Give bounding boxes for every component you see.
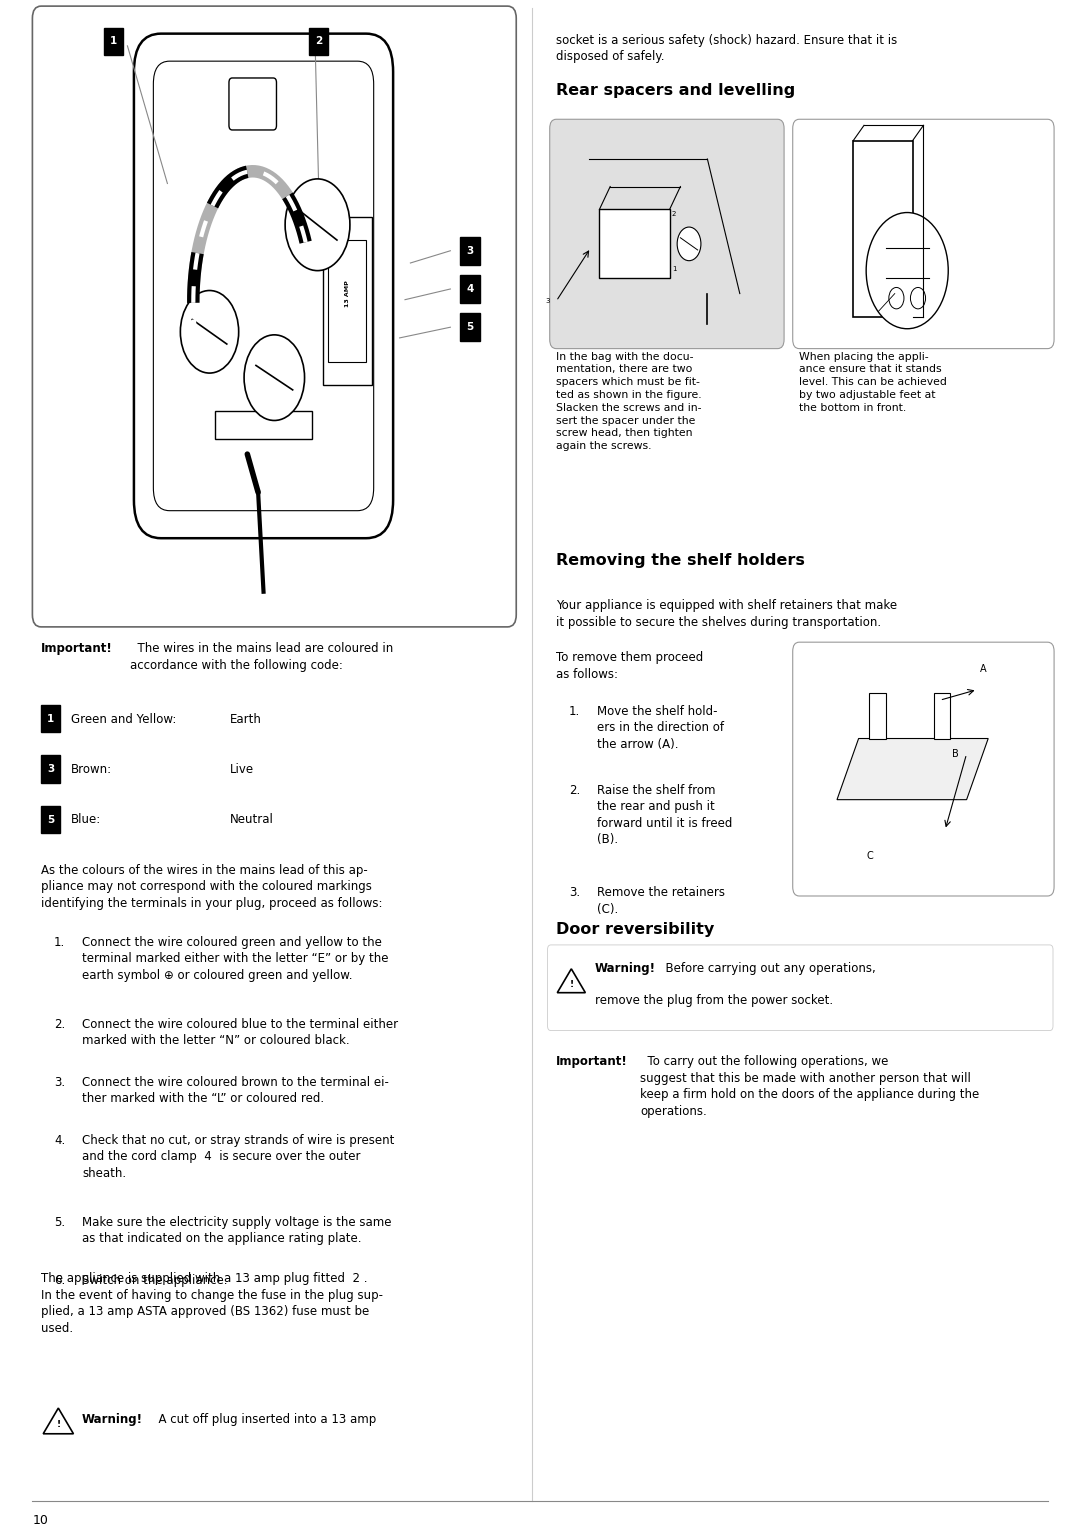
Text: 13 AMP: 13 AMP (345, 280, 350, 307)
Text: 3: 3 (48, 764, 54, 774)
Text: socket is a serious safety (shock) hazard. Ensure that it is
disposed of safely.: socket is a serious safety (shock) hazar… (556, 34, 897, 63)
Text: Blue:: Blue: (71, 813, 102, 827)
Text: In the bag with the docu-
mentation, there are two
spacers which must be fit-
te: In the bag with the docu- mentation, the… (556, 352, 702, 451)
Text: 6.: 6. (54, 1274, 65, 1287)
Text: 3: 3 (467, 246, 473, 255)
Text: 3.: 3. (54, 1076, 65, 1089)
FancyBboxPatch shape (328, 240, 366, 362)
FancyBboxPatch shape (229, 78, 276, 130)
Text: !: ! (56, 1420, 60, 1430)
Circle shape (285, 179, 350, 271)
Text: 1: 1 (110, 37, 117, 46)
FancyBboxPatch shape (548, 945, 1053, 1031)
Polygon shape (869, 693, 886, 739)
Text: 3: 3 (545, 298, 550, 304)
Text: 5: 5 (467, 323, 473, 332)
Text: Connect the wire coloured brown to the terminal ei-
ther marked with the “L” or : Connect the wire coloured brown to the t… (82, 1076, 389, 1105)
Text: Live: Live (230, 763, 254, 777)
Text: !: ! (569, 980, 573, 989)
Circle shape (677, 226, 701, 260)
FancyBboxPatch shape (41, 705, 60, 732)
Text: Switch on the appliance.: Switch on the appliance. (82, 1274, 228, 1287)
Text: A: A (980, 664, 986, 674)
Text: Neutral: Neutral (230, 813, 274, 827)
Text: Important!: Important! (556, 1055, 627, 1069)
Polygon shape (934, 693, 950, 739)
FancyBboxPatch shape (853, 141, 913, 317)
Text: Earth: Earth (230, 713, 262, 726)
Text: A cut off plug inserted into a 13 amp: A cut off plug inserted into a 13 amp (151, 1413, 377, 1427)
Circle shape (910, 287, 926, 309)
FancyBboxPatch shape (460, 313, 480, 341)
FancyBboxPatch shape (41, 755, 60, 783)
Text: B: B (953, 749, 959, 758)
Text: The appliance is supplied with a 13 amp plug fitted  2 .
In the event of having : The appliance is supplied with a 13 amp … (41, 1272, 383, 1335)
Text: 5.: 5. (54, 1216, 65, 1229)
Text: 2.: 2. (569, 783, 580, 797)
Text: 4.: 4. (54, 1133, 65, 1147)
Text: 1.: 1. (569, 705, 580, 719)
Text: 2: 2 (672, 211, 676, 217)
FancyBboxPatch shape (153, 61, 374, 511)
Text: To carry out the following operations, we
suggest that this be made with another: To carry out the following operations, w… (640, 1055, 980, 1118)
Circle shape (866, 213, 948, 329)
FancyBboxPatch shape (134, 34, 393, 538)
Text: Remove the retainers
(C).: Remove the retainers (C). (597, 885, 726, 916)
FancyBboxPatch shape (599, 209, 670, 278)
FancyBboxPatch shape (460, 275, 480, 303)
Text: 1: 1 (672, 266, 676, 272)
Polygon shape (43, 1408, 73, 1434)
Text: Connect the wire coloured blue to the terminal either
marked with the letter “N”: Connect the wire coloured blue to the te… (82, 1018, 399, 1047)
Text: Brown:: Brown: (71, 763, 112, 777)
Text: Raise the shelf from
the rear and push it
forward until it is freed
(B).: Raise the shelf from the rear and push i… (597, 783, 732, 846)
Text: 2: 2 (315, 37, 322, 46)
Text: Warning!: Warning! (595, 962, 656, 976)
Text: When placing the appli-
ance ensure that it stands
level. This can be achieved
b: When placing the appli- ance ensure that… (799, 352, 947, 413)
Text: 1.: 1. (54, 936, 65, 950)
FancyBboxPatch shape (323, 217, 372, 385)
Text: Connect the wire coloured green and yellow to the
terminal marked either with th: Connect the wire coloured green and yell… (82, 936, 389, 982)
Text: Check that no cut, or stray strands of wire is present
and the cord clamp  4  is: Check that no cut, or stray strands of w… (82, 1133, 394, 1180)
Polygon shape (557, 969, 585, 992)
Text: 5: 5 (48, 815, 54, 824)
FancyBboxPatch shape (309, 28, 328, 55)
Text: Important!: Important! (41, 642, 112, 656)
Text: 10: 10 (32, 1514, 49, 1527)
Text: Move the shelf hold-
ers in the direction of
the arrow (A).: Move the shelf hold- ers in the directio… (597, 705, 725, 751)
Text: Before carrying out any operations,: Before carrying out any operations, (658, 962, 876, 976)
Text: Rear spacers and levelling: Rear spacers and levelling (556, 83, 796, 98)
FancyBboxPatch shape (32, 6, 516, 627)
Text: As the colours of the wires in the mains lead of this ap-
pliance may not corres: As the colours of the wires in the mains… (41, 864, 382, 910)
Text: remove the plug from the power socket.: remove the plug from the power socket. (595, 994, 833, 1008)
FancyBboxPatch shape (104, 28, 123, 55)
Text: To remove them proceed
as follows:: To remove them proceed as follows: (556, 651, 703, 680)
FancyBboxPatch shape (793, 119, 1054, 349)
Text: Your appliance is equipped with shelf retainers that make
it possible to secure : Your appliance is equipped with shelf re… (556, 599, 897, 628)
Text: 4: 4 (467, 284, 473, 294)
FancyBboxPatch shape (793, 642, 1054, 896)
Circle shape (244, 335, 305, 420)
Text: 3.: 3. (569, 885, 580, 899)
Text: C: C (866, 852, 873, 861)
FancyBboxPatch shape (550, 119, 784, 349)
Text: Make sure the electricity supply voltage is the same
as that indicated on the ap: Make sure the electricity supply voltage… (82, 1216, 392, 1245)
Text: The wires in the mains lead are coloured in
accordance with the following code:: The wires in the mains lead are coloured… (130, 642, 393, 671)
Text: Warning!: Warning! (82, 1413, 143, 1427)
Circle shape (180, 291, 239, 373)
FancyBboxPatch shape (460, 237, 480, 265)
FancyBboxPatch shape (41, 806, 60, 833)
Text: 2.: 2. (54, 1018, 65, 1031)
Text: Removing the shelf holders: Removing the shelf holders (556, 553, 805, 569)
FancyBboxPatch shape (215, 411, 312, 439)
Polygon shape (837, 739, 988, 800)
Circle shape (889, 287, 904, 309)
Text: Green and Yellow:: Green and Yellow: (71, 713, 177, 726)
Text: Door reversibility: Door reversibility (556, 922, 715, 937)
Text: 1: 1 (48, 714, 54, 723)
